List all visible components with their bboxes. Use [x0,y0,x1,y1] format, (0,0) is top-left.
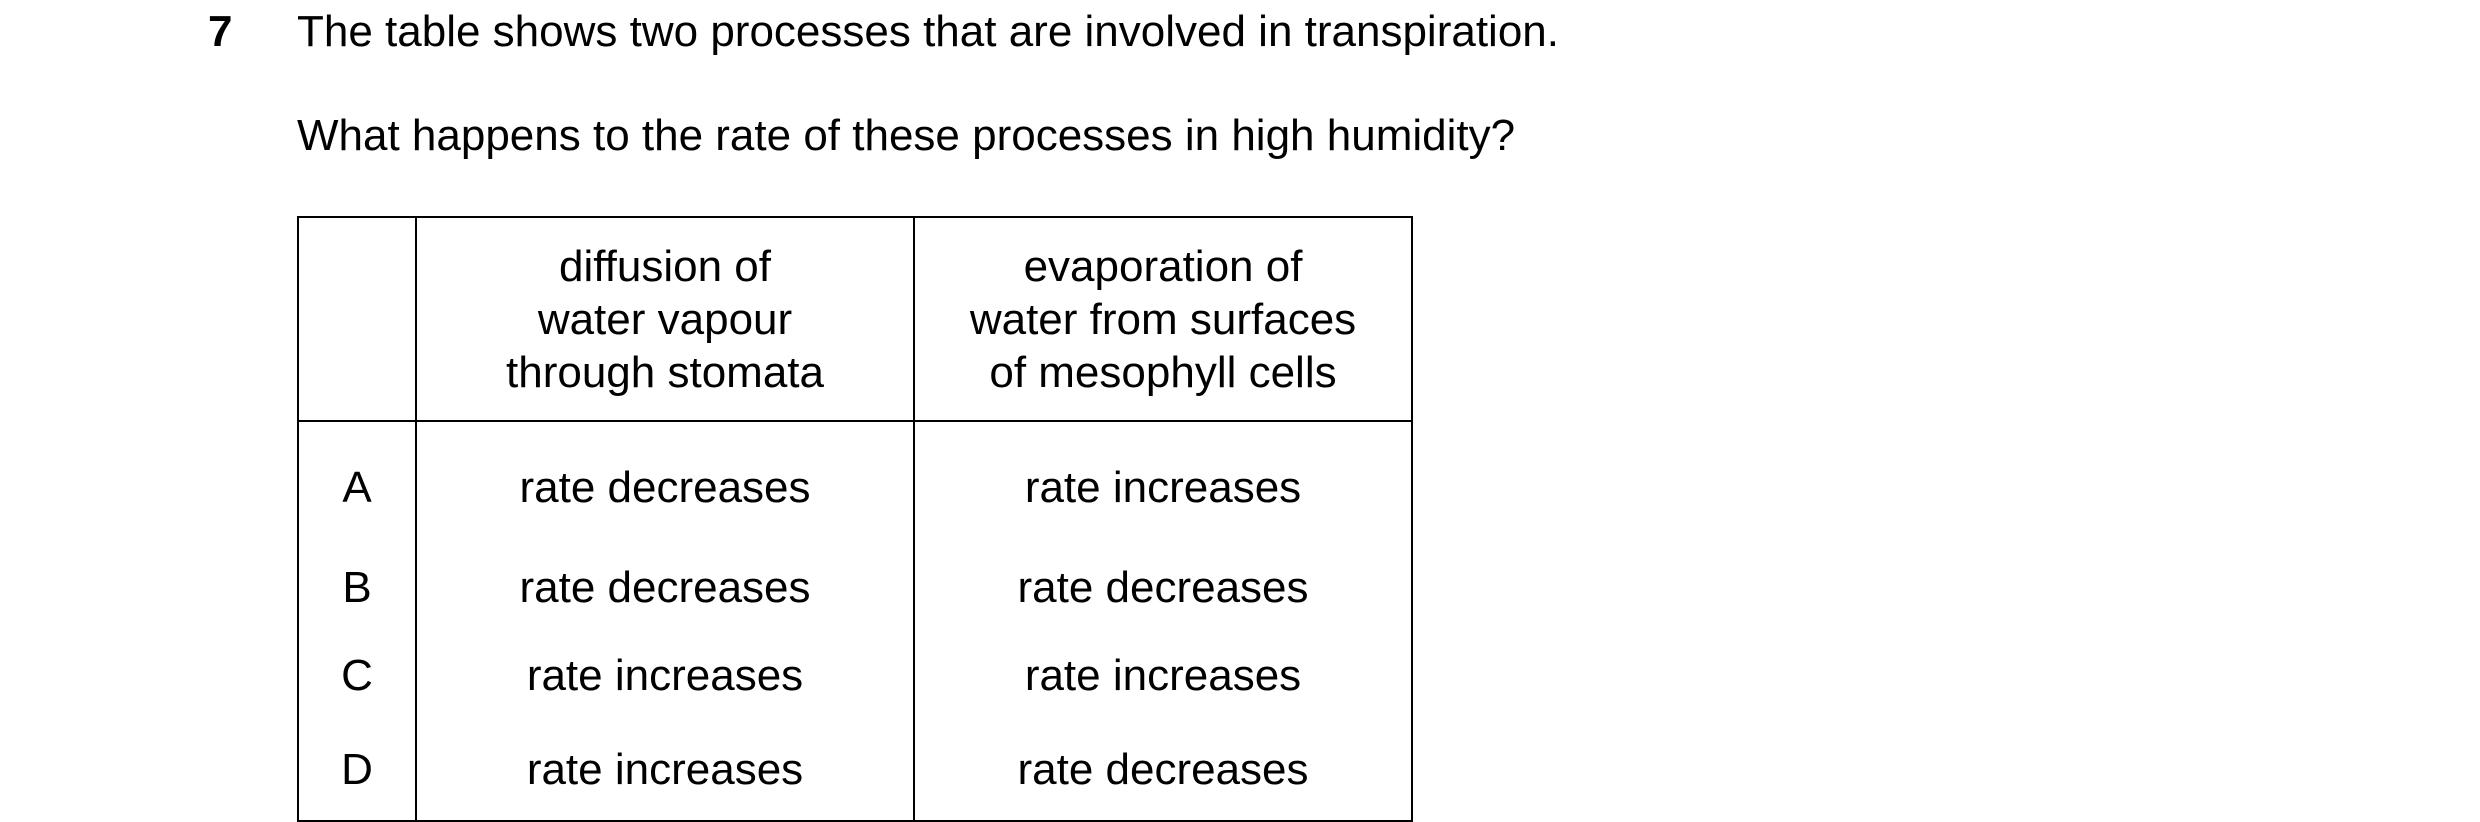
answer-options-table: diffusion of water vapour through stomat… [297,216,1413,822]
table-header-row: diffusion of water vapour through stomat… [297,216,1413,422]
header-diffusion-line: through stomata [506,347,824,397]
option-row-d[interactable]: D rate increases rate decreases [297,720,1413,822]
header-evaporation: evaporation of water from surfaces of me… [913,216,1413,422]
header-evaporation-line: evaporation of [1023,241,1303,291]
diffusion-value: rate decreases [415,421,915,544]
question-prompt: What happens to the rate of these proces… [297,111,1516,160]
header-blank-cell [297,216,417,422]
evaporation-value: rate decreases [913,544,1413,632]
option-letter: A [297,421,417,544]
header-diffusion: diffusion of water vapour through stomat… [415,216,915,422]
diffusion-value: rate increases [415,720,915,822]
option-row-c[interactable]: C rate increases rate increases [297,632,1413,720]
diffusion-value: rate increases [415,632,915,720]
header-evaporation-line: water from surfaces [969,294,1357,344]
option-letter: C [297,632,417,720]
question-number: 7 [208,7,233,56]
header-evaporation-line: of mesophyll cells [989,347,1337,397]
option-letter: D [297,720,417,822]
header-diffusion-line: diffusion of [558,241,771,291]
question-stem: The table shows two processes that are i… [297,7,1559,56]
evaporation-value: rate increases [913,632,1413,720]
evaporation-value: rate increases [913,421,1413,544]
option-letter: B [297,544,417,632]
option-row-a[interactable]: A rate decreases rate increases [297,421,1413,544]
evaporation-value: rate decreases [913,720,1413,822]
header-diffusion-line: water vapour [537,294,793,344]
diffusion-value: rate decreases [415,544,915,632]
option-row-b[interactable]: B rate decreases rate decreases [297,544,1413,632]
